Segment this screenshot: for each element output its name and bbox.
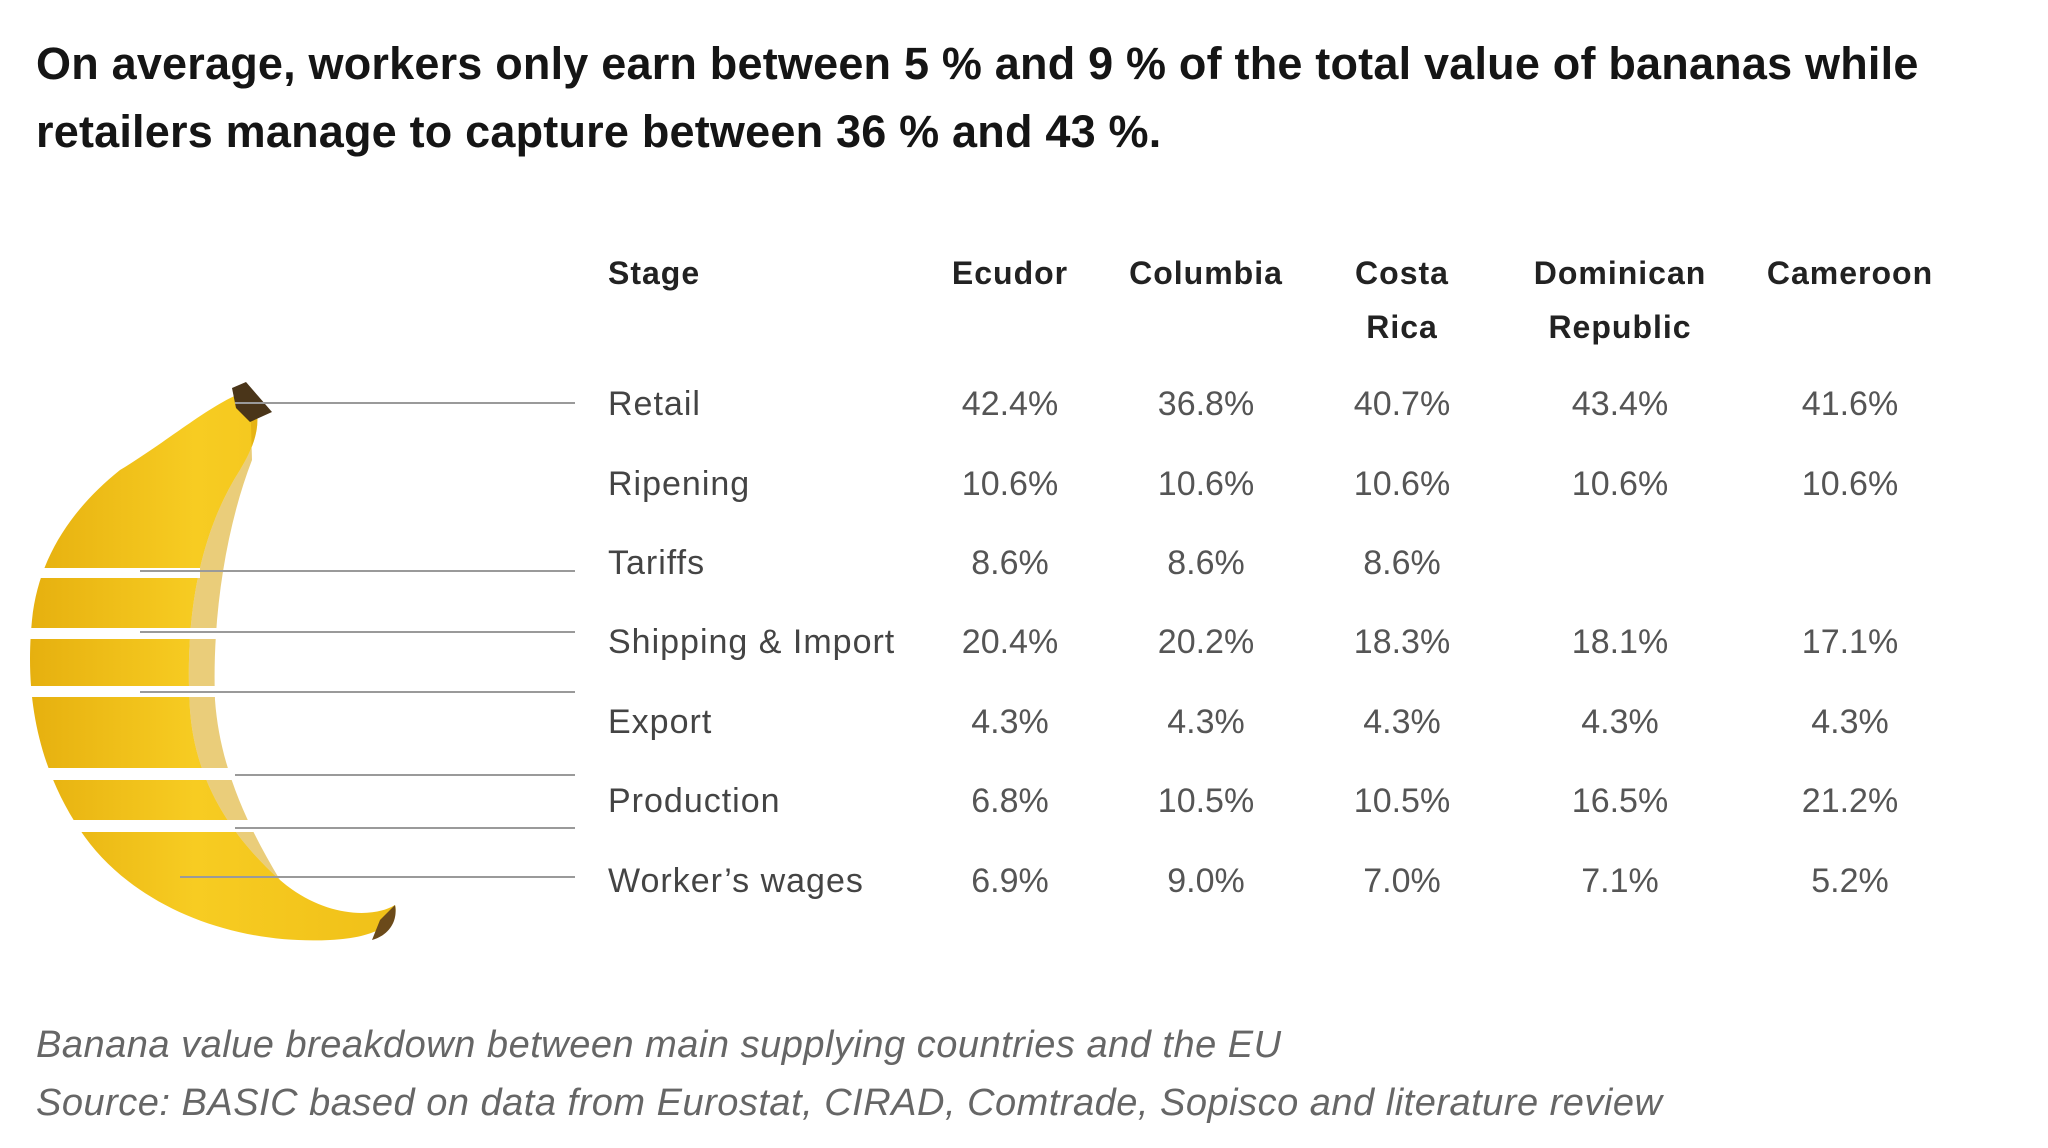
stage-label: Production [608,782,781,820]
value-cell: 20.2% [1157,623,1255,661]
value-cell: 6.9% [971,862,1049,900]
value-cell: 17.1% [1801,623,1899,661]
value-cell: 42.4% [961,385,1059,423]
value-cell: 8.6% [1167,544,1245,582]
value-cell: 43.4% [1571,385,1669,423]
value-cell: 18.3% [1353,623,1451,661]
stage-label: Ripening [608,465,751,503]
stage-label: Shipping & Import [608,623,896,661]
value-cell: 18.1% [1571,623,1669,661]
value-cell: 7.0% [1363,862,1441,900]
header-country-line1: Costa [1355,255,1449,291]
banana-body [30,390,396,941]
value-cell: 10.6% [961,465,1059,503]
caption-source: Source: BASIC based on data from Eurosta… [36,1082,1663,1124]
value-cell: 9.0% [1167,862,1245,900]
header-country-cameroon: Cameroon [1740,246,1960,300]
headline-line-1: On average, workers only earn between 5 … [36,38,1919,89]
header-country-columbia: Columbia [1106,246,1306,300]
banana-gap [40,768,330,780]
header-country-line2: Rica [1366,309,1438,345]
value-cell: 36.8% [1157,385,1255,423]
header-country-line1: Ecudor [951,255,1069,291]
value-cell: 5.2% [1811,862,1889,900]
value-cell: 10.6% [1353,465,1451,503]
value-cell: 10.6% [1157,465,1255,503]
caption-title: Banana value breakdown between main supp… [36,1024,1282,1066]
value-cell: 4.3% [1581,703,1659,741]
headline: On average, workers only earn between 5 … [36,30,1996,166]
header-country-costa-rica: Costa Rica [1302,246,1502,354]
value-cell: 7.1% [1581,862,1659,900]
leader-lines [140,402,575,878]
header-country-ecudor: Ecudor [910,246,1110,300]
stage-label: Tariffs [608,544,706,582]
value-cell: 21.2% [1801,782,1899,820]
banana-tip [372,905,396,940]
stage-label: Export [608,703,713,741]
header-country-dominican-republic: Dominican Republic [1500,246,1740,354]
value-cell: 10.6% [1801,465,1899,503]
header-country-line1: Cameroon [1766,255,1934,291]
value-cell: 10.5% [1157,782,1255,820]
value-cell: 6.8% [971,782,1049,820]
header-country-line1: Dominican [1533,255,1707,291]
value-cell: 4.3% [971,703,1049,741]
value-cell: 4.3% [1363,703,1441,741]
stage-label: Retail [608,385,701,423]
header-stage: Stage [608,255,701,291]
value-cell: 8.6% [971,544,1049,582]
value-cell: 41.6% [1801,385,1899,423]
value-cell: 40.7% [1353,385,1451,423]
value-cell: 10.5% [1353,782,1451,820]
value-cell: 4.3% [1167,703,1245,741]
stage-label: Worker’s wages [608,862,864,900]
header-country-line2: Republic [1548,309,1692,345]
banana-gap [20,568,200,578]
banana-gap [20,628,220,639]
value-cell: 4.3% [1811,703,1889,741]
value-cell: 8.6% [1363,544,1441,582]
banana-gap [20,686,250,697]
value-cell: 10.6% [1571,465,1669,503]
banana-shadow [188,390,280,880]
value-cell: 20.4% [961,623,1059,661]
header-country-line1: Columbia [1129,255,1283,291]
headline-line-2: retailers manage to capture between 36 %… [36,106,1162,157]
value-cell: 16.5% [1571,782,1669,820]
